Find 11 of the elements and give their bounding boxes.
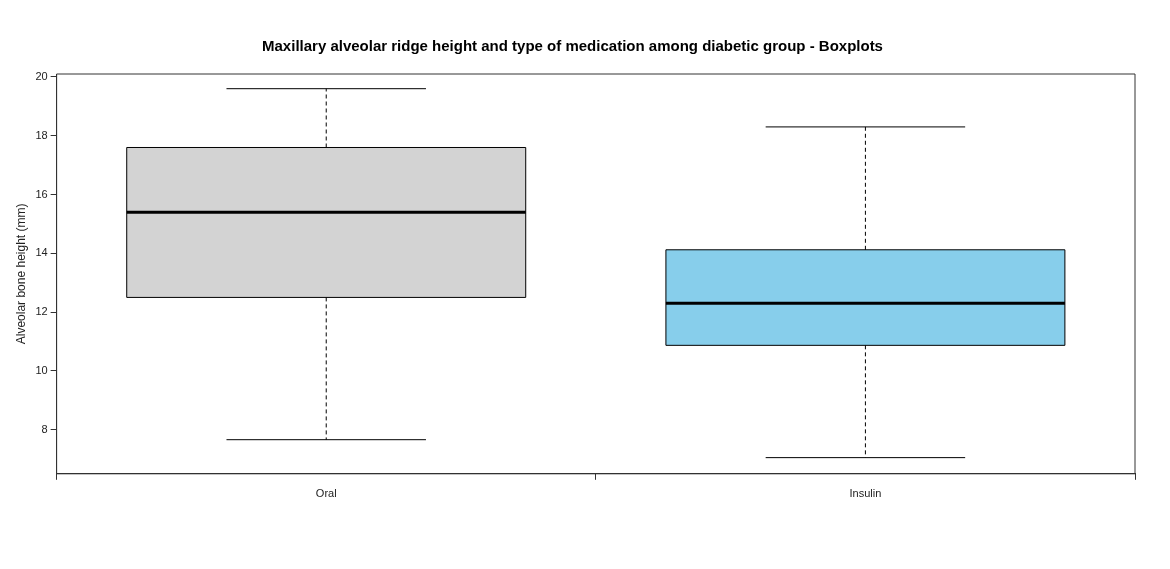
x-tick-label: Insulin — [849, 487, 882, 500]
y-tick-label: 8 — [41, 422, 48, 435]
y-axis-title: Alveolar bone height (mm) — [13, 203, 28, 345]
x-tick-label: Oral — [315, 487, 337, 500]
y-tick-label: 10 — [35, 363, 48, 376]
y-tick-label: 14 — [35, 246, 48, 259]
chart-title: Maxillary alveolar ridge height and type of medication among diabetic group - Boxplots — [262, 37, 883, 55]
y-tick-label: 20 — [35, 69, 48, 82]
y-tick-label: 12 — [35, 305, 48, 318]
y-tick-label: 18 — [35, 128, 48, 141]
y-tick-label: 16 — [35, 187, 48, 200]
